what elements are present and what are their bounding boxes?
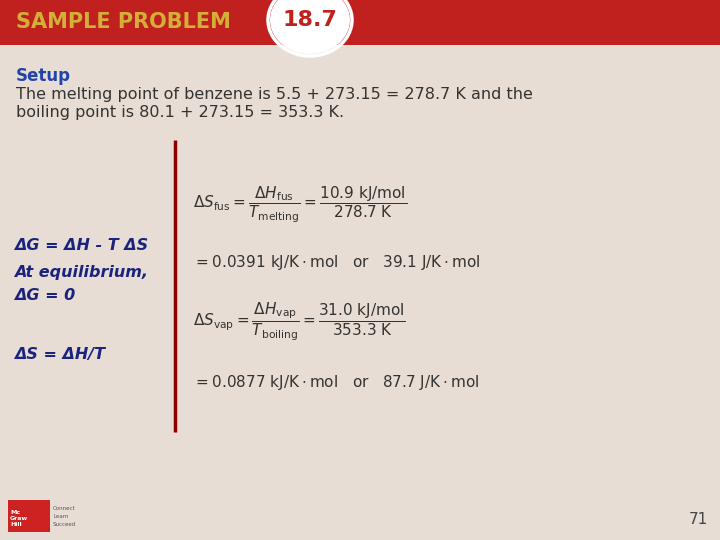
Text: ΔS = ΔH/T: ΔS = ΔH/T: [14, 348, 105, 362]
Text: SAMPLE PROBLEM: SAMPLE PROBLEM: [16, 12, 231, 32]
Text: ΔG = 0: ΔG = 0: [14, 287, 76, 302]
Text: $= 0.0877\ \mathrm{kJ/K \cdot mol}$   or   $87.7\ \mathrm{J/K \cdot mol}$: $= 0.0877\ \mathrm{kJ/K \cdot mol}$ or $…: [193, 373, 480, 392]
Text: 18.7: 18.7: [282, 10, 338, 30]
Bar: [8, 500, 50, 532]
Text: Succeed: Succeed: [53, 522, 76, 526]
Text: Learn: Learn: [53, 514, 68, 518]
Text: 71: 71: [689, 512, 708, 528]
Ellipse shape: [270, 0, 350, 54]
Text: At equilibrium,: At equilibrium,: [14, 265, 148, 280]
Text: boiling point is 80.1 + 273.15 = 353.3 K.: boiling point is 80.1 + 273.15 = 353.3 K…: [16, 105, 344, 120]
Text: Setup: Setup: [16, 67, 71, 85]
Text: Connect: Connect: [53, 505, 76, 510]
Text: The melting point of benzene is 5.5 + 273.15 = 278.7 K and the: The melting point of benzene is 5.5 + 27…: [16, 87, 533, 103]
Text: $\Delta S_{\mathrm{fus}} = \dfrac{\Delta H_{\mathrm{fus}}}{T_{\mathrm{melting}}}: $\Delta S_{\mathrm{fus}} = \dfrac{\Delta…: [193, 185, 408, 225]
Text: $= 0.0391\ \mathrm{kJ/K \cdot mol}$   or   $39.1\ \mathrm{J/K \cdot mol}$: $= 0.0391\ \mathrm{kJ/K \cdot mol}$ or $…: [193, 253, 481, 272]
Text: ΔG = ΔH - T ΔS: ΔG = ΔH - T ΔS: [14, 238, 148, 253]
Bar: [0, 0, 720, 45]
Text: $\Delta S_{\mathrm{vap}} = \dfrac{\Delta H_{\mathrm{vap}}}{T_{\mathrm{boiling}}}: $\Delta S_{\mathrm{vap}} = \dfrac{\Delta…: [193, 301, 406, 343]
Text: Mc
Graw
Hill: Mc Graw Hill: [10, 510, 28, 526]
